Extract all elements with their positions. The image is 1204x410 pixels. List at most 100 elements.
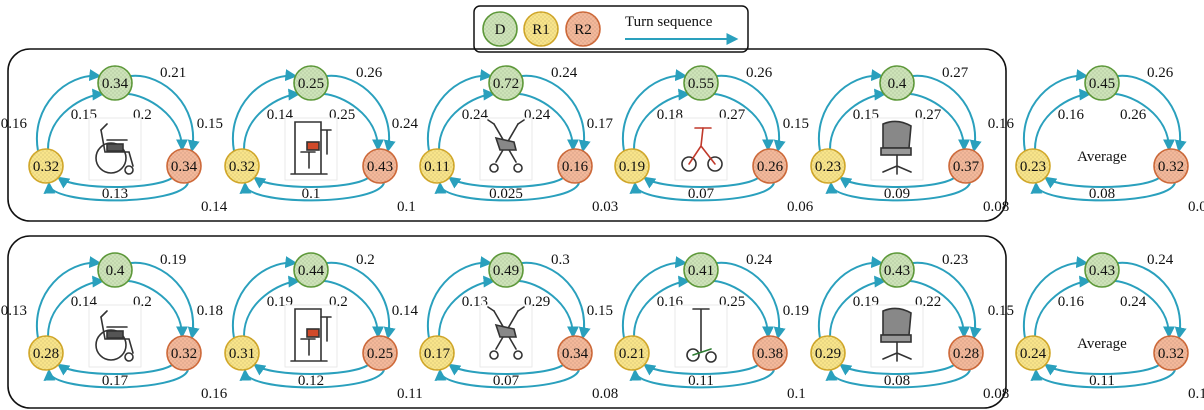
- label-r1-to-d: 0.15: [587, 303, 613, 319]
- edge-r2-to-r1-inner: [1044, 176, 1160, 189]
- label-d-to-r2: 0.24: [746, 252, 773, 268]
- label-r2-to-r1-inner: 0.12: [298, 373, 324, 389]
- edge-r1-to-d-inner: [633, 275, 691, 337]
- node-d-value: 0.55: [688, 76, 714, 92]
- edge-d-to-r2-outer: [912, 261, 982, 340]
- edge-r2-to-r1-outer: [239, 181, 385, 202]
- node-r1-texture: [29, 149, 63, 183]
- edge-r1-to-d-inner: [243, 275, 301, 337]
- node-d-texture: [489, 253, 523, 287]
- node-r1-texture: [615, 336, 649, 370]
- node-r1-value: 0.24: [1020, 346, 1047, 362]
- node-r1-value: 0.32: [33, 159, 59, 175]
- edge-d-to-r2-inner: [518, 280, 579, 339]
- node-r2-texture: [753, 336, 787, 370]
- node-r1-value: 0.23: [815, 159, 841, 175]
- node-r1-texture: [1016, 149, 1050, 183]
- node-r2-texture: [558, 149, 592, 183]
- label-r1-to-d: 0.15: [197, 116, 223, 132]
- edge-d-to-r2-outer: [326, 261, 396, 340]
- legend-r1: R1: [523, 11, 559, 47]
- scooter-icon: [686, 308, 717, 363]
- label-r1-to-d: 0.16: [1, 116, 28, 132]
- node-d-texture: [98, 66, 132, 100]
- edge-r1-to-d-outer: [1022, 69, 1089, 152]
- edge-r1-to-d-outer: [35, 69, 102, 152]
- panel-row-1: [7, 48, 1007, 222]
- label-r1-to-d: 0.13: [1, 303, 27, 319]
- item-graph: 0.40.28 0.320.190.130.14 0.20.170.16: [1, 252, 228, 402]
- label-r2-to-r1-inner: 0.13: [102, 186, 128, 202]
- label-r2-to-r1: 0.03: [592, 199, 618, 215]
- edge-d-to-r2-inner: [1114, 93, 1175, 152]
- node-r2-texture: [167, 336, 201, 370]
- edge-d-to-r2-inner: [518, 93, 579, 152]
- node-r2-texture: [363, 149, 397, 183]
- node-r2-value: 0.34: [562, 346, 589, 362]
- node-d-texture: [880, 66, 914, 100]
- node-r1-texture: [29, 336, 63, 370]
- node-r2-value: 0.16: [562, 159, 589, 175]
- legend-turn-label: Turn sequence: [625, 14, 713, 30]
- panel-row-2: [7, 235, 1007, 409]
- label-r1-to-d: 0.24: [392, 116, 419, 132]
- edge-r2-to-r1-outer: [825, 368, 971, 389]
- node-d-value: 0.45: [1089, 76, 1115, 92]
- label-d-to-r2-inner: 0.26: [1120, 107, 1147, 123]
- label-r2-to-r1: 0.1: [1188, 386, 1204, 402]
- label-r2-to-r1-inner: 0.09: [884, 186, 910, 202]
- edge-r1-to-d-outer: [426, 256, 493, 339]
- legend-r2: R2: [565, 11, 601, 47]
- node-r1-value: 0.29: [815, 346, 841, 362]
- node-d-value: 0.41: [688, 263, 714, 279]
- label-r2-to-r1: 0.16: [201, 386, 228, 402]
- node-r1-texture: [225, 149, 259, 183]
- legend-r1-label: R1: [532, 22, 550, 38]
- edge-d-to-r2-inner: [713, 93, 774, 152]
- node-r1-texture: [615, 149, 649, 183]
- edge-d-to-r2-outer: [130, 261, 200, 340]
- node-r2-texture: [1154, 336, 1188, 370]
- gym-machine-icon: [290, 308, 332, 362]
- item-graph: 0.40.23 0.370.270.150.15 0.270.090.08: [783, 65, 1010, 215]
- edge-r2-to-r1-outer: [629, 368, 775, 389]
- node-r1-value: 0.32: [229, 159, 255, 175]
- average-graph: 0.45 0.23 0.32 0.26 0.16 0.16 0.26 0.08 0.08 Aver…: [988, 65, 1204, 215]
- edge-d-to-r2-outer: [1117, 74, 1187, 153]
- label-d-to-r2: 0.26: [356, 65, 383, 81]
- edge-d-to-r2-inner: [1114, 280, 1175, 339]
- node-r2-texture: [167, 149, 201, 183]
- item-graph: 0.430.29 0.280.230.190.19 0.220.080.08: [783, 252, 1010, 402]
- item-graph: 0.440.31 0.250.20.180.19 0.20.120.11: [197, 252, 423, 402]
- edge-r2-to-r1-inner: [643, 176, 759, 189]
- label-r2-to-r1-inner: 0.1: [302, 186, 321, 202]
- node-d-value: 0.4: [106, 263, 125, 279]
- edge-r1-to-d-outer: [231, 256, 298, 339]
- node-d-texture: [684, 253, 718, 287]
- label-r2-to-r1: 0.06: [787, 199, 814, 215]
- edge-d-to-r2-inner: [713, 280, 774, 339]
- label-r2-to-r1: 0.08: [1188, 199, 1204, 215]
- edge-r1-to-d-inner: [633, 88, 691, 150]
- gym-machine-icon: [290, 121, 332, 175]
- node-d-texture: [1085, 66, 1119, 100]
- edge-d-to-r2-outer: [716, 261, 786, 340]
- node-r2-value: 0.38: [757, 346, 783, 362]
- edge-r2-to-r1-outer: [1030, 181, 1176, 202]
- edge-r1-to-d-inner: [438, 275, 496, 337]
- node-r2-value: 0.34: [171, 159, 198, 175]
- label-r1-to-d-inner: 0.16: [1058, 294, 1085, 310]
- node-r1-texture: [420, 149, 454, 183]
- edge-r2-to-r1-inner: [57, 363, 173, 376]
- node-r1-value: 0.23: [1020, 159, 1046, 175]
- legend: D R1 R2 Turn sequence: [473, 5, 749, 53]
- average-graph: 0.43 0.24 0.32 0.24 0.15 0.16 0.24 0.11 0.1 Avera…: [988, 252, 1204, 402]
- node-r2-texture: [949, 149, 983, 183]
- label-d-to-r2: 0.2: [356, 252, 375, 268]
- legend-d: D: [482, 11, 518, 47]
- node-d-value: 0.25: [298, 76, 324, 92]
- node-r1-value: 0.28: [33, 346, 59, 362]
- label-r1-to-d: 0.14: [392, 303, 419, 319]
- node-r1-texture: [420, 336, 454, 370]
